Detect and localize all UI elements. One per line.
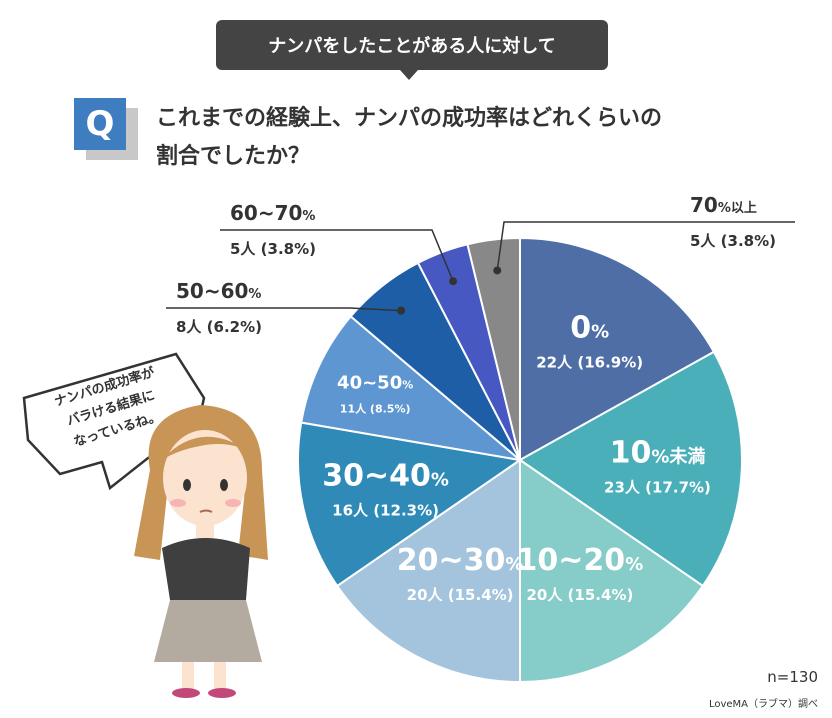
right-eye — [220, 479, 228, 491]
slice-label-10: 10%未満 — [610, 435, 706, 470]
question-line-2: 割合でしたか？ — [156, 144, 311, 169]
pie-slice-10 — [518, 350, 743, 588]
sample-size: n=130 — [767, 668, 818, 686]
slice-value-40-50: 11人 (8.5%) — [340, 401, 411, 415]
slice-label-20-30: 20~30% — [397, 543, 524, 578]
slice-label-50-60: 50~60% — [176, 279, 261, 303]
survey-target-banner: ナンパをしたことがある人に対して — [216, 20, 608, 70]
speech-bubble-shape — [22, 352, 206, 491]
pie-slice-30-40 — [297, 421, 523, 588]
slice-label-60-70: 60~70% — [230, 201, 315, 225]
slice-value-30-40: 16人 (12.3%) — [332, 502, 439, 520]
leader-line-70 — [496, 221, 795, 271]
pie-slices — [297, 236, 743, 684]
slice-label-0: 0% — [570, 310, 609, 345]
neck — [196, 522, 214, 538]
source-credit: LoveMA（ラブマ）調べ — [708, 699, 818, 710]
slice-value-10-20: 20人 (15.4%) — [526, 586, 633, 604]
slice-value-50-60: 8人 (6.2%) — [176, 318, 262, 336]
pie-slice-70 — [466, 236, 521, 461]
question-badge: Q — [74, 98, 126, 150]
leader-line-60-70 — [220, 229, 454, 282]
top-garment — [162, 538, 250, 600]
slice-label-10-20: 10~20% — [517, 543, 644, 578]
slice-value-60-70: 5人 (3.8%) — [230, 240, 316, 258]
left-leg — [182, 662, 194, 690]
leader-line-50-60 — [166, 307, 402, 312]
skirt — [154, 600, 262, 662]
slice-label-70: 70%以上 — [690, 193, 757, 217]
mouth — [199, 509, 213, 513]
slice-value-0: 22人 (16.9%) — [536, 353, 643, 371]
right-cheek — [225, 499, 241, 507]
bangs — [162, 436, 250, 460]
pie-slice-40-50 — [300, 314, 524, 462]
left-shoe — [172, 688, 200, 698]
right-shoe — [208, 688, 236, 698]
slice-value-70: 5人 (3.8%) — [690, 232, 776, 250]
question-text: これまでの経験上、ナンパの成功率はどれくらいの 割合でしたか？ — [156, 100, 776, 176]
slice-value-10: 23人 (17.7%) — [604, 478, 711, 496]
slice-label-40-50: 40~50% — [337, 372, 413, 393]
left-cheek — [170, 499, 186, 507]
pie-slice-20-30 — [335, 458, 521, 684]
pie-slice-10-20 — [519, 458, 705, 684]
left-eye — [183, 479, 191, 491]
slice-label-30-40: 30~40% — [322, 459, 449, 494]
slice-value-20-30: 20人 (15.4%) — [407, 586, 514, 604]
leader-lines — [166, 221, 795, 315]
right-leg — [214, 662, 226, 690]
question-line-1: これまでの経験上、ナンパの成功率はどれくらいの — [156, 106, 663, 131]
banner-tail — [400, 70, 418, 80]
woman-illustration: ナンパの成功率が バラける結果に なっているね。 — [22, 352, 268, 698]
pie-slice-0 — [519, 236, 716, 462]
